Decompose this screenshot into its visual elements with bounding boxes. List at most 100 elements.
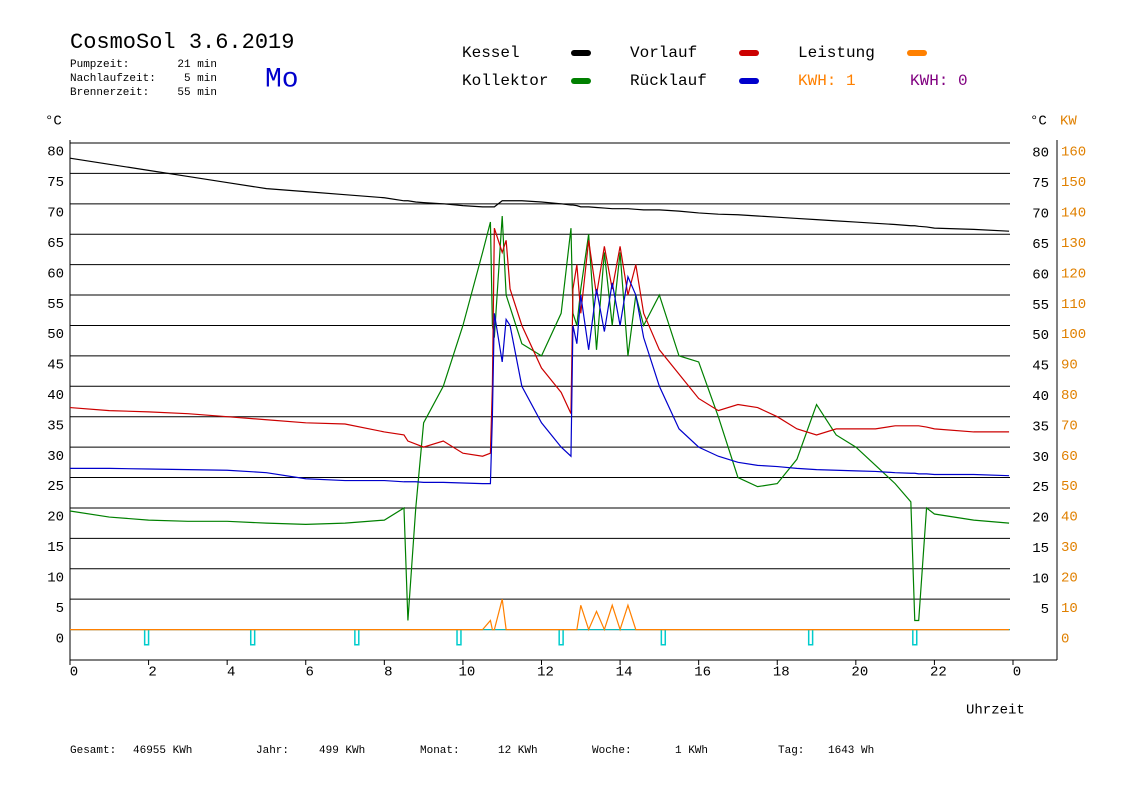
y-tick-label: 75 (47, 175, 64, 191)
stat-value: 55 min (177, 87, 217, 99)
y-tick-label: 25 (47, 479, 64, 495)
pulse (558, 629, 564, 646)
y-tick-label: 15 (47, 540, 64, 556)
y-tick-label-right: 30 (1032, 450, 1049, 466)
y-tick-label: 30 (47, 449, 64, 465)
y-tick-label: 80 (47, 145, 64, 161)
footer-label: Woche: (592, 745, 632, 757)
y2-tick-label: 120 (1061, 266, 1086, 282)
pulse (456, 629, 462, 646)
stat-value: 21 min (177, 59, 217, 71)
legend-label: Kessel (462, 44, 520, 62)
series-line (69, 227, 1010, 457)
y2-tick-label: 140 (1061, 206, 1086, 222)
title: CosmoSol 3.6.2019 (70, 30, 294, 55)
footer-value: 46955 KWh (133, 745, 192, 757)
y-tick-label: 70 (47, 206, 64, 222)
y2-tick-label: 110 (1061, 297, 1086, 313)
stat-label: Brennerzeit: (70, 87, 149, 99)
y-tick-label: 65 (47, 236, 64, 252)
x-tick-label: 22 (930, 665, 947, 681)
y2-tick-label: 30 (1061, 540, 1078, 556)
y-tick-label: 10 (47, 570, 64, 586)
x-tick-label: 8 (384, 665, 392, 681)
y2-tick-label: 40 (1061, 510, 1078, 526)
y-tick-label-right: 40 (1032, 389, 1049, 405)
y-tick-label-right: 75 (1032, 176, 1049, 192)
kwh-label: KWH: 0 (910, 72, 968, 90)
y2-tick-label: 100 (1061, 327, 1086, 343)
legend-label: Vorlauf (630, 44, 697, 62)
y-tick-label-right: 35 (1032, 419, 1049, 435)
footer-value: 1 KWh (675, 745, 708, 757)
x-tick-label: 18 (773, 665, 790, 681)
y-tick-label-right: 70 (1032, 207, 1049, 223)
series-line (69, 215, 1010, 622)
y-tick-label-right: 25 (1032, 480, 1049, 496)
x-axis-label: Uhrzeit (966, 703, 1025, 719)
y-tick-label-right: 45 (1032, 359, 1049, 375)
legend-label: Kollektor (462, 72, 548, 90)
stat-label: Nachlaufzeit: (70, 73, 156, 85)
footer-label: Tag: (778, 745, 804, 757)
footer-label: Monat: (420, 745, 460, 757)
y2-tick-label: 60 (1061, 449, 1078, 465)
series-line (70, 274, 1010, 485)
day: Mo (265, 64, 299, 95)
y-tick-label: 55 (47, 297, 64, 313)
y-tick-label: 40 (47, 388, 64, 404)
y2-tick-label: 130 (1061, 236, 1086, 252)
y2-tick-label: 20 (1061, 570, 1078, 586)
x-tick-label: 6 (306, 665, 314, 681)
y2-axis-unit: KW (1060, 114, 1077, 130)
y-tick-label: 5 (56, 601, 64, 617)
footer-value: 12 KWh (498, 745, 538, 757)
x-tick-label: 0 (70, 665, 78, 681)
footer-label: Gesamt: (70, 745, 116, 757)
y-tick-label-right: 10 (1032, 571, 1049, 587)
y-tick-label-right: 65 (1032, 237, 1049, 253)
pulse (912, 629, 918, 646)
y-tick-label-right: 50 (1032, 328, 1049, 344)
y-tick-label: 0 (56, 631, 64, 647)
legend-label: Leistung (798, 44, 875, 62)
y2-tick-label: 50 (1061, 479, 1078, 495)
y-tick-label-right: 5 (1041, 602, 1049, 618)
y-tick-label: 20 (47, 510, 64, 526)
y-axis-unit: °C (45, 114, 62, 130)
x-tick-label: 0 (1013, 665, 1021, 681)
series-line (70, 599, 1010, 632)
footer-value: 499 KWh (319, 745, 365, 757)
y-tick-label-right: 80 (1032, 146, 1049, 162)
pulse (660, 629, 667, 646)
x-tick-label: 12 (537, 665, 554, 681)
series-line (69, 157, 1010, 232)
x-tick-label: 20 (851, 665, 868, 681)
y2-tick-label: 0 (1061, 631, 1069, 647)
y-tick-label: 60 (47, 266, 64, 282)
pulse (143, 629, 150, 646)
y-tick-label: 50 (47, 327, 64, 343)
pulse (354, 629, 360, 646)
x-tick-label: 16 (694, 665, 711, 681)
x-tick-label: 10 (459, 665, 476, 681)
pulse (807, 629, 814, 646)
y2-tick-label: 70 (1061, 418, 1078, 434)
kwh-label: KWH: 1 (798, 72, 856, 90)
y-tick-label: 35 (47, 418, 64, 434)
x-tick-label: 4 (227, 665, 235, 681)
y2-tick-label: 80 (1061, 388, 1078, 404)
x-tick-label: 2 (148, 665, 156, 681)
footer-value: 1643 Wh (828, 745, 874, 757)
y-tick-label-right: 60 (1032, 267, 1049, 283)
stat-value: 5 min (184, 73, 217, 85)
x-tick-label: 14 (616, 665, 633, 681)
y2-tick-label: 90 (1061, 358, 1078, 374)
pulse (249, 629, 256, 646)
stat-label: Pumpzeit: (70, 59, 129, 71)
legend-label: Rücklauf (630, 72, 707, 90)
y2-tick-label: 10 (1061, 601, 1078, 617)
y2-tick-label: 150 (1061, 175, 1086, 191)
footer-label: Jahr: (256, 745, 289, 757)
